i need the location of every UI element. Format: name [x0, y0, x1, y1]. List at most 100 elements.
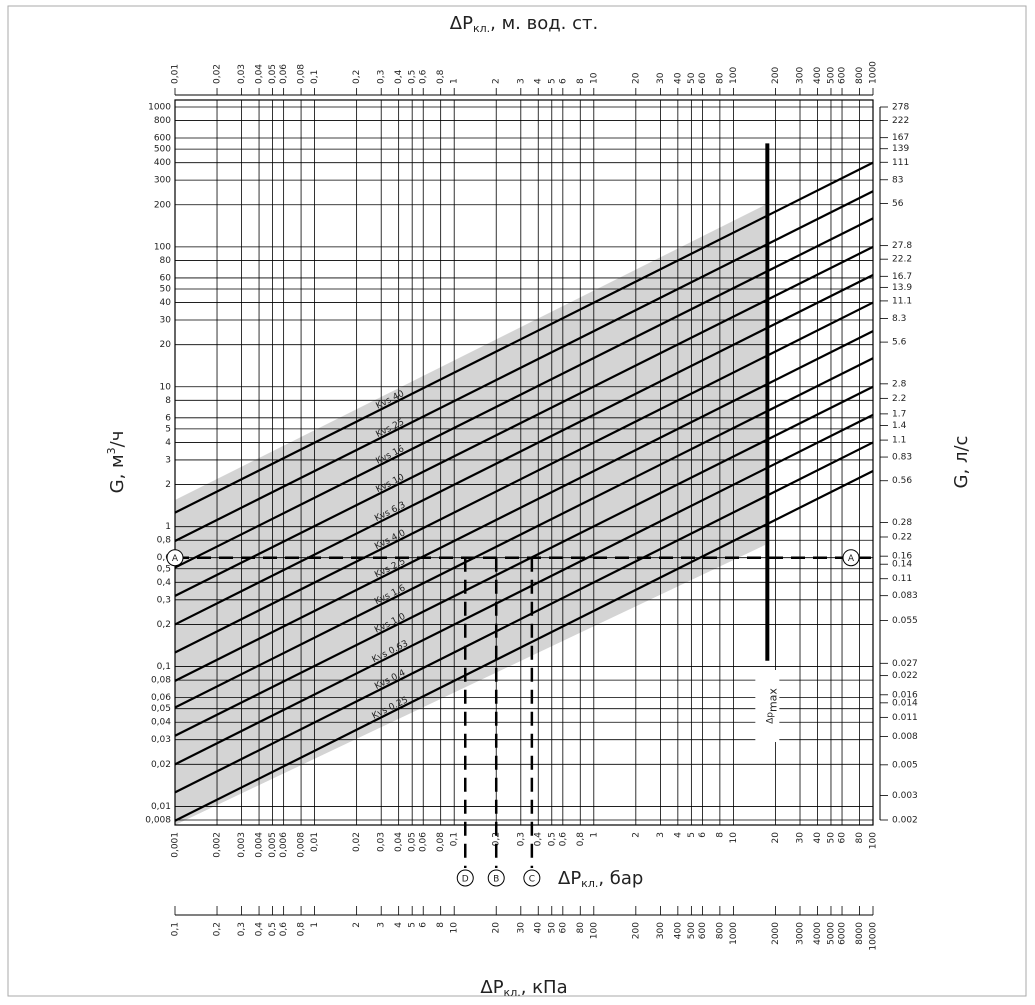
y-tick-label: 0,4 [157, 578, 172, 588]
title-sub: кл. [581, 877, 598, 890]
kpa-tick-label: 6000 [838, 922, 848, 945]
y-tick-label: 600 [154, 134, 171, 144]
kpa-tick-label: 8000 [855, 922, 865, 945]
x-tick-label: 4 [673, 832, 683, 838]
y-axis-title: G, м3/ч [105, 431, 128, 494]
kpa-tick-label: 8 [436, 922, 446, 928]
top-tick-label: 3 [516, 78, 526, 84]
top-tick-label: 0,5 [408, 70, 418, 84]
y2-tick-label: 83 [892, 175, 903, 185]
top-tick-label: 100 [729, 67, 739, 84]
y2-tick-label: 0.027 [892, 659, 918, 669]
kpa-tick-label: 60 [558, 922, 568, 934]
top-tick-label: 800 [855, 67, 865, 84]
top-tick-label: 0,4 [394, 69, 404, 84]
y2-tick-label: 278 [892, 103, 909, 113]
top-tick-label: 200 [771, 67, 781, 84]
kpa-tick-label: 50 [547, 922, 557, 934]
title-rest: /ч [107, 431, 128, 448]
y2-tick-label: 1.7 [892, 409, 906, 419]
kpa-tick-label: 5 [408, 922, 418, 928]
top-tick-label: 400 [813, 67, 823, 84]
kvs-line [174, 441, 874, 794]
y-tick-label: 500 [154, 145, 171, 155]
x-tick-label: 0,06 [419, 832, 429, 852]
kpa-tick-label: 40 [534, 922, 544, 934]
x-tick-label: 0,6 [558, 832, 568, 847]
x-tick-label: 0,04 [394, 832, 404, 852]
x-tick-label: 0,01 [310, 832, 320, 852]
y-tick-label: 80 [160, 256, 172, 266]
y2-tick-label: 2.8 [892, 379, 907, 389]
y-tick-label: 1000 [148, 103, 171, 113]
title-main: ΔP [450, 13, 473, 34]
y2-tick-label: 11.1 [892, 296, 912, 306]
kpa-tick-label: 500 [687, 922, 697, 939]
y-tick-label: 800 [154, 116, 171, 126]
top-tick-label: 0,02 [213, 64, 223, 84]
y2-tick-label: 0.14 [892, 560, 912, 570]
y-tick-label: 0,01 [151, 802, 171, 812]
kvs-line [174, 161, 874, 514]
title-rest: , м. вод. ст. [490, 13, 598, 34]
y-tick-label: 10 [160, 382, 172, 392]
dp-max-sub: max [766, 688, 779, 712]
top-tick-label: 0,05 [268, 64, 278, 84]
y-tick-label: 400 [154, 158, 171, 168]
y2-tick-label: 0.002 [892, 816, 918, 826]
guide-marker-label: C [529, 875, 535, 885]
top-tick-label: 0,1 [310, 70, 320, 84]
y2-tick-label: 0.28 [892, 518, 912, 528]
guide-marker [456, 869, 474, 887]
y-tick-label: 0,3 [157, 595, 171, 605]
top-tick-label: 2 [492, 78, 502, 84]
top-tick-label: 0,8 [436, 69, 446, 84]
kvs-line [174, 190, 874, 542]
y2-tick-label: 27.8 [892, 241, 912, 251]
y-tick-label: 40 [160, 298, 172, 308]
y-tick-label: 200 [154, 200, 171, 210]
x-tick-label: 0,005 [268, 832, 278, 858]
y2-tick-label: 0.005 [892, 760, 918, 770]
y2-tick-label: 56 [892, 199, 904, 209]
y2-tick-label: 0.008 [892, 732, 918, 742]
kpa-tick-label: 4 [394, 922, 404, 928]
y2-tick-label: 0.014 [892, 698, 918, 708]
x-tick-label: 0,006 [279, 832, 289, 858]
x-tick-label: 0,02 [352, 832, 362, 852]
y-tick-label: 1 [165, 522, 171, 532]
top-tick-label: 5 [547, 78, 557, 84]
kpa-tick-label: 10 [450, 922, 460, 934]
kpa-tick-label: 20 [492, 922, 502, 934]
y-tick-label: 60 [160, 273, 172, 283]
top-tick-label: 0,01 [171, 64, 181, 84]
title-rest: , кПа [521, 977, 568, 998]
guide-marker-label: D [462, 875, 469, 885]
x-tick-label: 6 [698, 832, 708, 838]
y-tick-label: 0,6 [157, 553, 172, 563]
x-tick-label: 0,3 [516, 832, 526, 846]
y2-tick-label: 0.022 [892, 671, 918, 681]
top-tick-label: 30 [656, 72, 666, 84]
y2-tick-label: 0.56 [892, 476, 912, 486]
x-axis-title: ΔPкл., бар [558, 868, 643, 890]
y2-tick-label: 5.6 [892, 338, 907, 348]
y-tick-label: 0,8 [157, 536, 172, 546]
top-tick-label: 80 [715, 72, 725, 84]
x-tick-label: 0,5 [547, 832, 557, 846]
kpa-tick-label: 80 [576, 922, 586, 934]
x-tick-label: 5 [687, 832, 697, 838]
guide-marker-label: A [848, 554, 855, 564]
x-tick-label: 80 [855, 832, 865, 844]
y2-tick-label: 167 [892, 133, 909, 143]
guide-marker [523, 869, 541, 887]
y-tick-label: 6 [165, 413, 171, 423]
y2-tick-label: 22.2 [892, 255, 912, 265]
y2-tick-label: 0.083 [892, 591, 918, 601]
top-tick-label: 8 [576, 78, 586, 84]
y-tick-label: 2 [165, 480, 171, 490]
y2-tick-label: 139 [892, 144, 909, 154]
dp-max-label: Δpmax [765, 688, 780, 724]
kvs-line [174, 301, 874, 654]
